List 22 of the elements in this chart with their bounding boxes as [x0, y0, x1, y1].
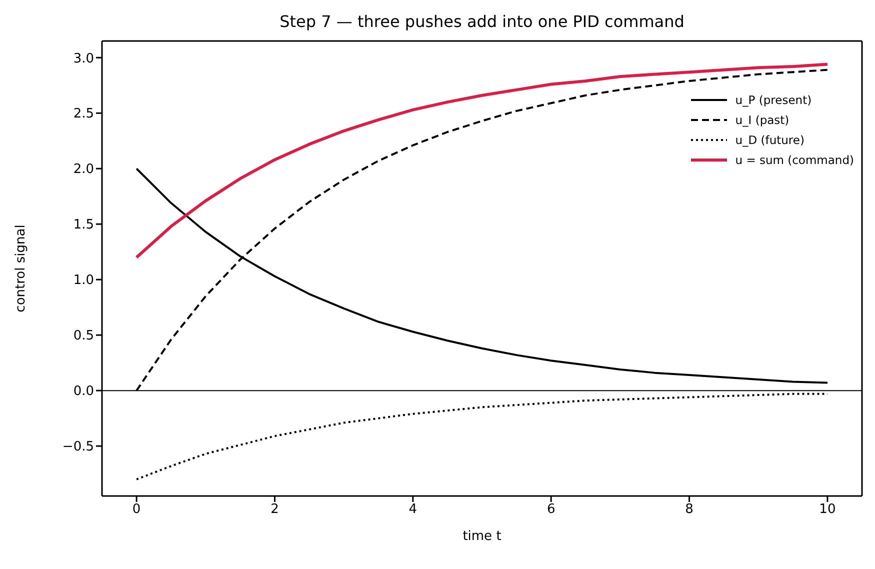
y-tick-label: 3.0	[73, 51, 94, 66]
x-tick-label: 4	[408, 502, 418, 518]
y-tick-label: 2.0	[73, 162, 94, 178]
y-tick-label: 0.0	[73, 384, 94, 400]
y-tick-label: −0.5	[62, 440, 94, 455]
legend-label: u_P (present)	[735, 93, 812, 107]
x-axis-title: time t	[462, 529, 502, 544]
x-tick-label: 0	[132, 502, 141, 518]
legend-label: u = sum (command)	[735, 153, 854, 167]
y-tick-label: 1.0	[73, 273, 94, 288]
y-axis-title: control signal	[14, 224, 29, 312]
legend-label: u_D (future)	[735, 133, 804, 147]
y-tick-label: 2.5	[73, 106, 94, 122]
y-tick-label: 0.5	[73, 328, 94, 344]
x-tick-label: 2	[270, 502, 279, 518]
legend-label: u_I (past)	[735, 113, 790, 127]
x-tick-label: 8	[685, 502, 694, 518]
line-series	[136, 392, 828, 480]
y-tick-label: 1.5	[73, 218, 94, 233]
x-tick-label: 6	[546, 502, 556, 518]
chart-title: Step 7 — three pushes add into one PID command	[278, 12, 686, 31]
x-tick-label: 10	[819, 502, 836, 518]
